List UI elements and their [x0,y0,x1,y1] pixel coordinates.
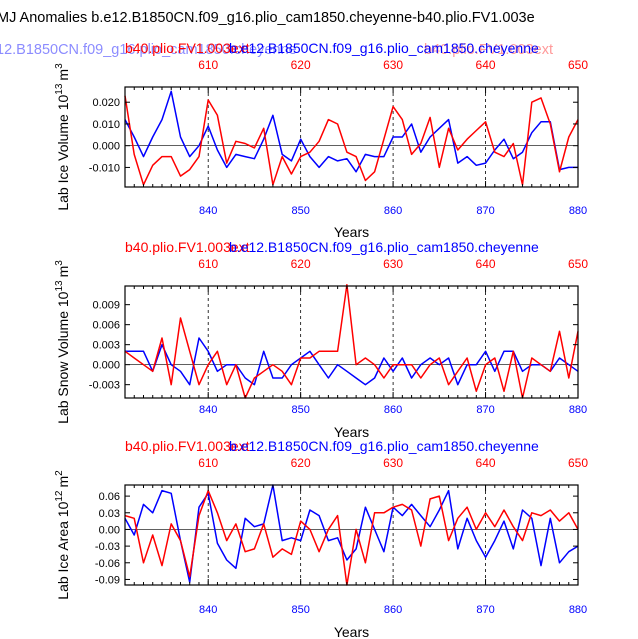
x-tick-label-top: 650 [568,58,588,72]
x-tick-label-top: 640 [476,257,496,271]
panel-title-blue: b.e12.B1850CN.f09_g16.plio_cam1850.cheye… [229,239,539,255]
y-tick-label: 0.006 [92,320,120,332]
y-tick-label: 0.000 [92,141,120,153]
series-line-blue [124,90,578,173]
series-line-blue [124,484,579,583]
x-axis-label: Years [334,424,369,440]
overlay-blue-label: 12.B1850CN.f09_g16.plio_cam1850.cheyenne [0,42,297,58]
y-tick-label: -0.010 [89,162,120,174]
x-tick-label-bottom: 880 [569,205,587,217]
y-axis-label-ylabel-unit-exp: 2 [54,470,65,476]
panel-lab-ice-volume: b40.plio.FV1.003extb.e12.B1850CN.f09_g16… [54,40,588,240]
panel-lab-ice-area: b40.plio.FV1.003extb.e12.B1850CN.f09_g16… [54,438,588,639]
x-tick-label-top: 650 [568,456,588,470]
y-tick-label: 0.06 [99,491,120,503]
x-tick-label-top: 650 [568,257,588,271]
x-tick-label-top: 620 [291,257,311,271]
x-tick-label-top: 630 [383,58,403,72]
x-tick-label-bottom: 850 [291,404,309,416]
y-tick-label: 0.009 [92,300,120,312]
x-tick-label-bottom: 880 [569,404,587,416]
y-axis-label-ylabel-exp: 13 [54,83,65,95]
y-axis-label-ylabel: Lab Ice Volume 10 [55,94,71,210]
x-tick-label-bottom: 840 [199,205,217,217]
panel-title-red: b40.plio.FV1.003ext [125,239,250,255]
x-tick-label-bottom: 870 [476,404,494,416]
x-tick-label-top: 620 [291,58,311,72]
x-tick-label-top: 640 [476,58,496,72]
x-tick-label-top: 630 [383,257,403,271]
x-tick-label-bottom: 850 [291,205,309,217]
series-line-blue [125,337,579,386]
x-tick-label-top: 610 [198,257,218,271]
y-axis-label: Lab Ice Volume 1013 m3 [54,63,71,211]
y-axis-label-ylabel-exp: 13 [54,280,65,292]
overlay-red-label: b40.plio.FV1.003ext [424,42,553,58]
panel-title-red: b40.plio.FV1.003ext [125,438,250,454]
y-axis-label-ylabel-unit-exp: 3 [54,260,65,266]
y-tick-label: 0.010 [92,119,120,131]
series-line-red [124,489,579,586]
series-line-red [124,95,579,186]
x-tick-label-top: 620 [291,456,311,470]
y-axis-label-ylabel-unit: m [55,266,71,278]
plot-frame [124,285,579,399]
x-tick-label-bottom: 860 [384,205,402,217]
panel-title-red: b40.plio.FV1.003ext [125,40,250,56]
y-axis-label-ylabel-unit: m [55,69,71,81]
x-tick-label-bottom: 860 [384,604,402,616]
y-tick-label: 0.03 [99,508,120,520]
plot-frame [124,86,579,188]
y-tick-label: -0.003 [89,380,120,392]
x-tick-label-bottom: 870 [476,604,494,616]
y-tick-label: 0.003 [92,340,120,352]
y-tick-label: -0.09 [95,574,120,586]
x-tick-label-top: 610 [198,58,218,72]
panel-title-blue: b.e12.B1850CN.f09_g16.plio_cam1850.cheye… [229,40,539,56]
x-tick-label-bottom: 840 [199,604,217,616]
panel-lab-snow-volume: b40.plio.FV1.003extb.e12.B1850CN.f09_g16… [54,239,588,440]
y-tick-label: 0.000 [92,360,120,372]
x-tick-label-top: 610 [198,456,218,470]
y-axis-label-ylabel-unit-exp: 3 [54,63,65,69]
x-tick-label-bottom: 870 [476,205,494,217]
y-tick-label: 0.00 [99,524,120,536]
x-tick-label-bottom: 850 [291,604,309,616]
x-tick-label-top: 630 [383,456,403,470]
panel-title-blue: b.e12.B1850CN.f09_g16.plio_cam1850.cheye… [229,438,539,454]
x-tick-label-bottom: 860 [384,404,402,416]
y-axis-label-ylabel: Lab Snow Volume 10 [55,291,71,424]
y-tick-label: -0.03 [95,541,120,553]
x-tick-label-bottom: 880 [569,604,587,616]
x-tick-label-bottom: 840 [199,404,217,416]
y-tick-label: 0.020 [92,97,120,109]
figure-title: MJ Anomalies b.e12.B1850CN.f09_g16.plio_… [0,10,535,26]
x-tick-label-top: 640 [476,456,496,470]
y-tick-label: -0.06 [95,558,120,570]
x-axis-label: Years [334,224,369,240]
y-axis-label-ylabel-unit: m [55,476,71,488]
series-line-red [124,283,579,399]
y-axis-label: Lab Snow Volume 1013 m3 [54,260,71,424]
y-axis-label: Lab Ice Area 1012 m2 [54,470,71,600]
y-axis-label-ylabel-exp: 12 [54,490,65,502]
y-axis-label-ylabel: Lab Ice Area 10 [55,501,71,599]
plot-frame [124,484,579,586]
x-axis-label: Years [334,624,369,639]
